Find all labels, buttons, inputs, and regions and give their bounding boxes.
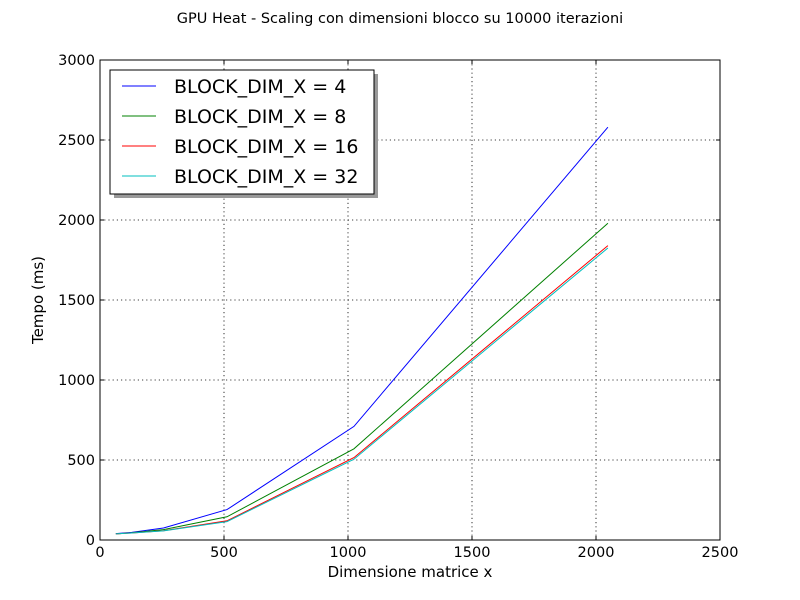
x-tick-label: 2500 bbox=[702, 545, 739, 561]
legend-label-3: BLOCK_DIM_X = 16 bbox=[174, 136, 358, 158]
x-tick-label: 0 bbox=[95, 545, 104, 561]
tick-marks bbox=[99, 59, 721, 541]
y-tick-label: 3000 bbox=[58, 53, 95, 69]
legend: BLOCK_DIM_X = 4 BLOCK_DIM_X = 8 BLOCK_DIM_… bbox=[109, 69, 378, 198]
x-tick-label: 500 bbox=[210, 545, 238, 561]
chart-title: GPU Heat - Scaling con dimensioni blocco… bbox=[177, 11, 623, 27]
x-tick-label: 2000 bbox=[578, 545, 615, 561]
y-tick-label: 2500 bbox=[58, 133, 95, 149]
legend-label-2: BLOCK_DIM_X = 8 bbox=[174, 106, 346, 128]
series-line-4 bbox=[115, 247, 609, 535]
y-tick-label: 1500 bbox=[58, 293, 95, 309]
legend-label-1: BLOCK_DIM_X = 4 bbox=[174, 76, 346, 98]
y-tick-label: 0 bbox=[86, 533, 95, 549]
x-axis-label: Dimensione matrice x bbox=[328, 563, 493, 581]
y-tick-label: 500 bbox=[67, 453, 95, 469]
y-tick-labels: 0 500 1000 1500 2000 2500 3000 bbox=[58, 53, 95, 549]
legend-box bbox=[109, 69, 375, 195]
y-tick-label: 1000 bbox=[58, 373, 95, 389]
legend-label-4: BLOCK_DIM_X = 32 bbox=[174, 166, 358, 188]
x-tick-label: 1500 bbox=[454, 545, 491, 561]
x-tick-labels: 0 500 1000 1500 2000 2500 bbox=[95, 545, 738, 561]
x-tick-label: 1000 bbox=[330, 545, 367, 561]
legend-entries: BLOCK_DIM_X = 4 BLOCK_DIM_X = 8 BLOCK_DIM_… bbox=[122, 76, 358, 188]
series-lines bbox=[115, 126, 609, 535]
y-axis-label: Tempo (ms) bbox=[29, 256, 47, 345]
y-tick-label: 2000 bbox=[58, 213, 95, 229]
